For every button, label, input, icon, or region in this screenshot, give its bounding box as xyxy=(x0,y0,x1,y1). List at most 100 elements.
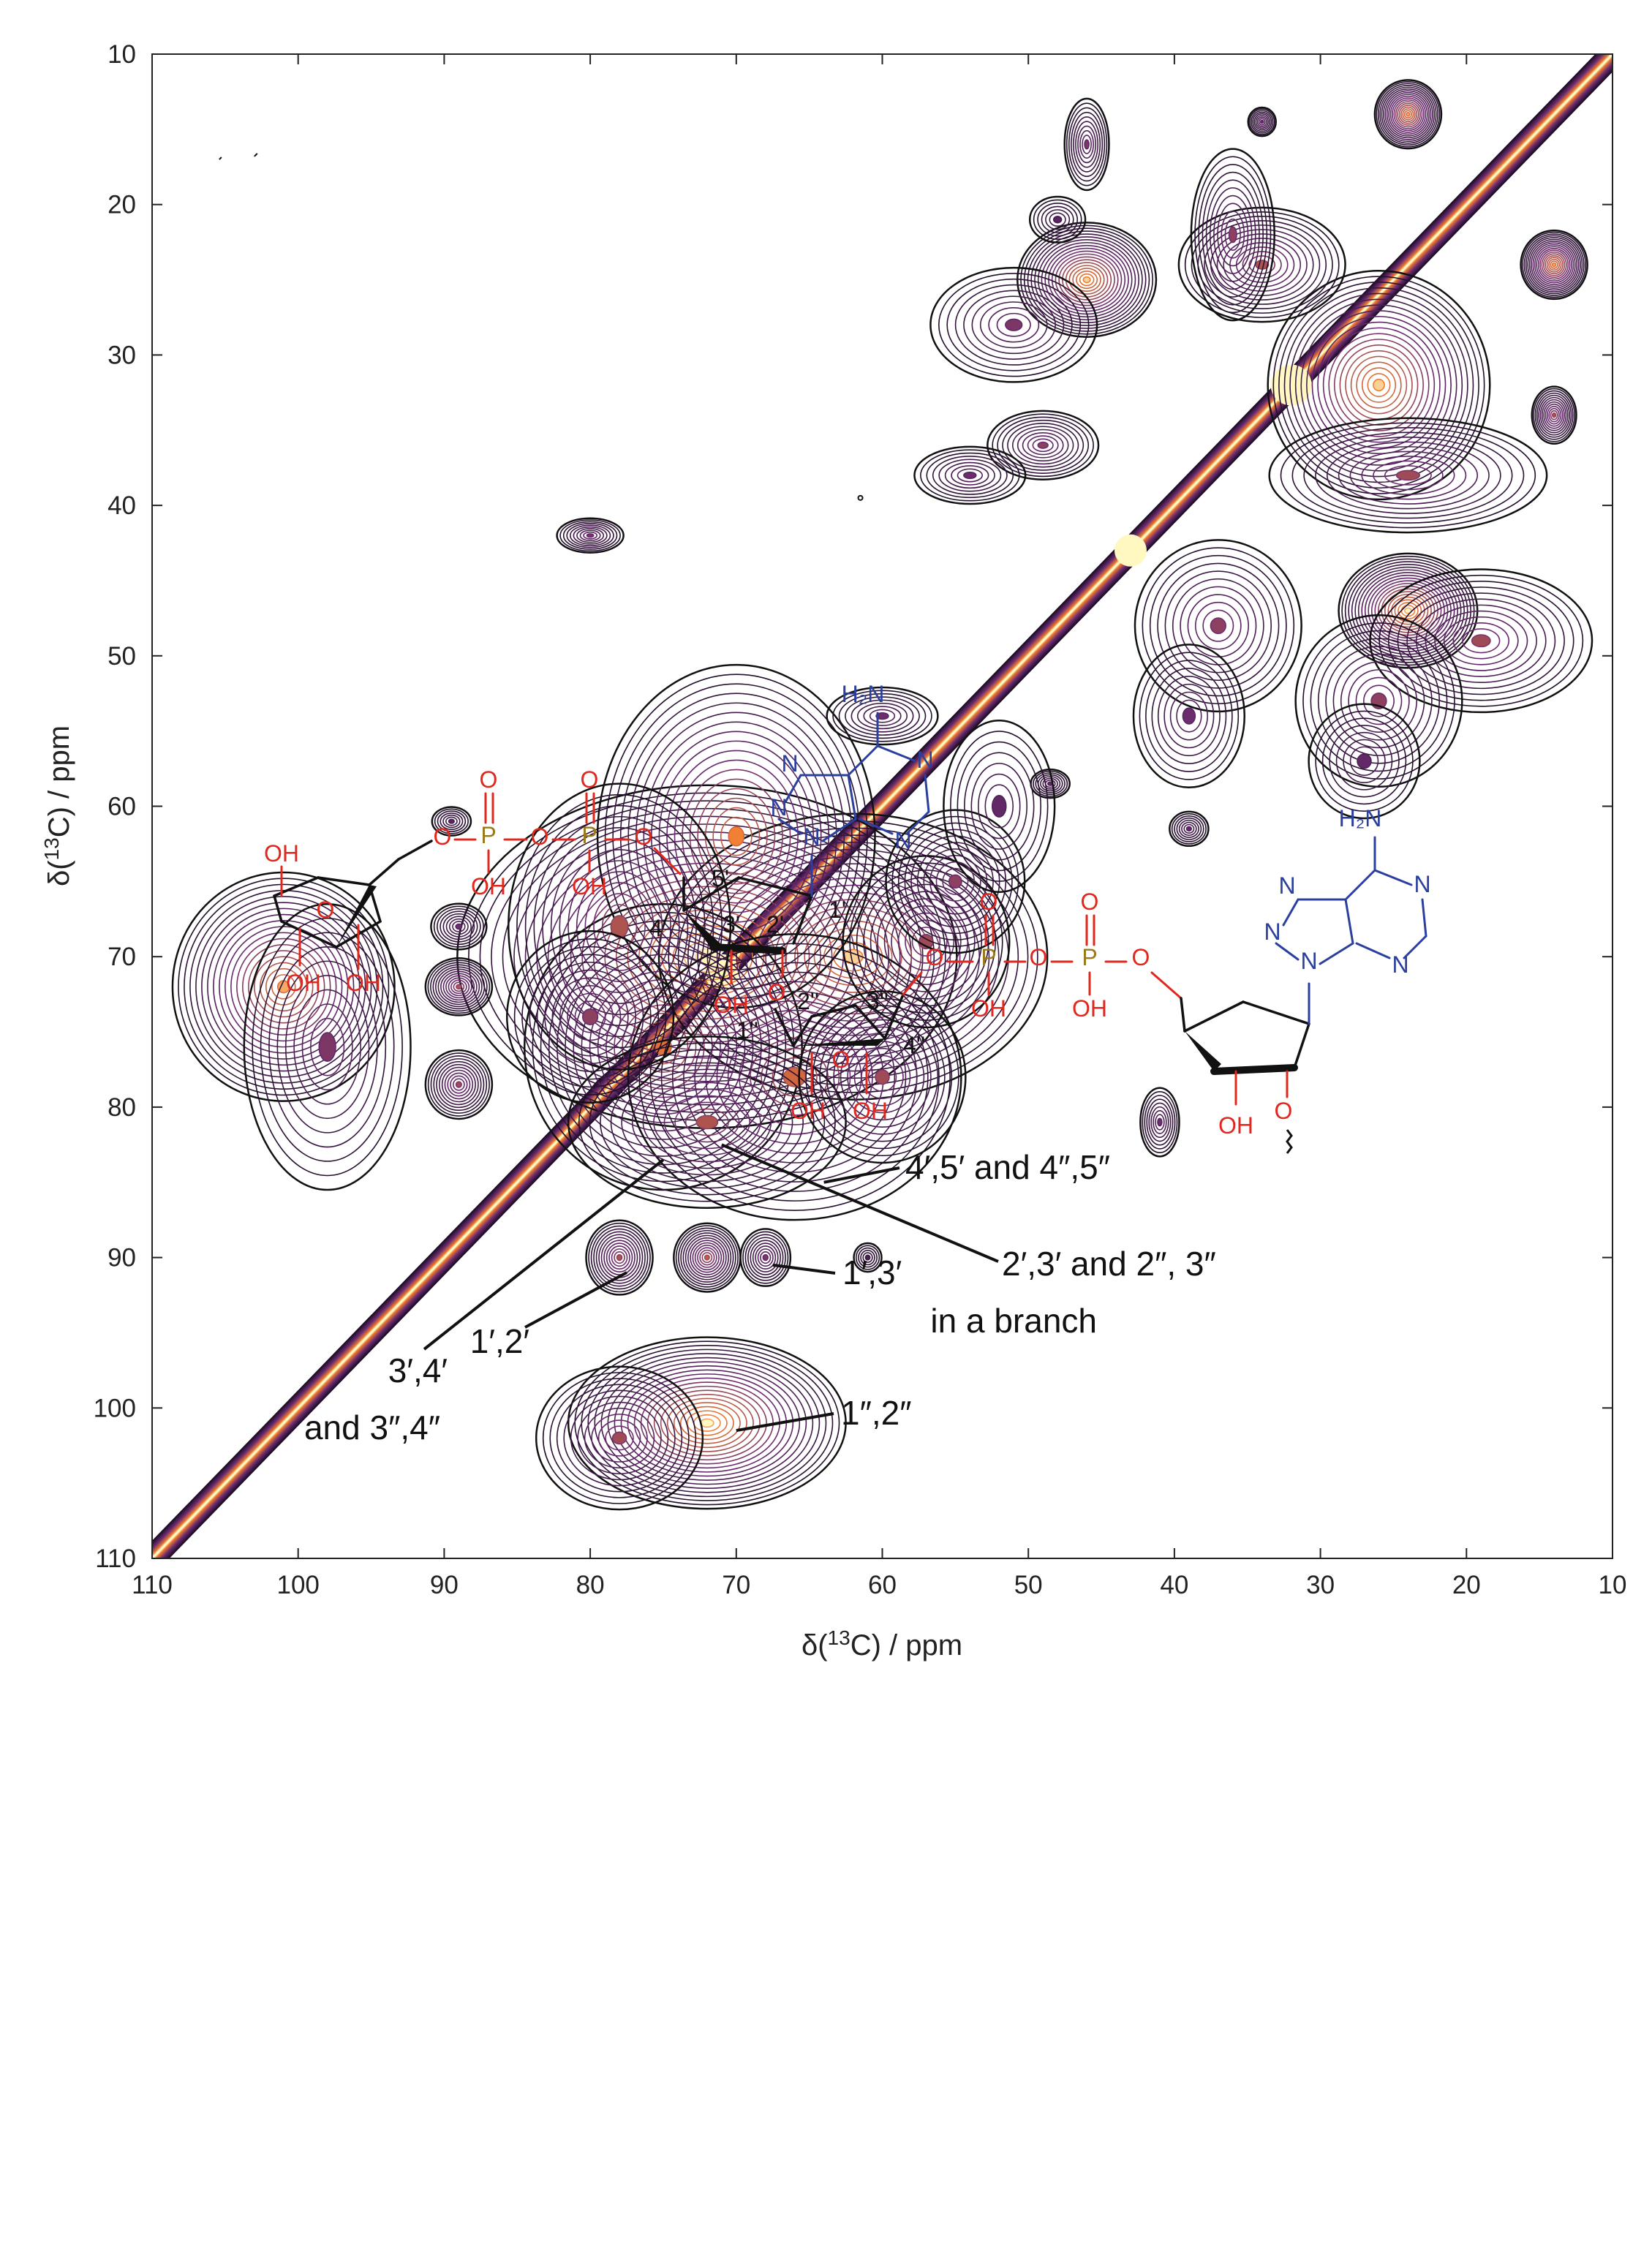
contour-level xyxy=(430,902,488,951)
contour-level xyxy=(1335,731,1393,791)
contour-level xyxy=(516,793,723,1060)
contour-level xyxy=(1082,276,1091,284)
cross-peak xyxy=(1294,614,1463,788)
contour-level xyxy=(574,1000,606,1033)
cross-peak xyxy=(885,809,1026,954)
contour-level xyxy=(1134,539,1302,713)
contour-level xyxy=(587,1349,827,1498)
contour-level xyxy=(838,693,927,739)
contour-level xyxy=(946,278,1082,371)
contour-level xyxy=(739,1228,792,1287)
contour-level xyxy=(452,921,466,932)
contour-level xyxy=(1258,118,1266,126)
contour-level xyxy=(1531,241,1578,289)
contour-level xyxy=(556,1384,683,1493)
contour-level xyxy=(1533,388,1575,442)
nitrogen-atom: N xyxy=(894,827,911,853)
bridge-oxygen: O xyxy=(635,823,653,850)
hydroxyl-group: OH xyxy=(791,1098,826,1124)
contour-level xyxy=(1037,441,1049,449)
annotation-leader-line xyxy=(721,1143,999,1263)
contour-level xyxy=(1306,310,1452,460)
contour-level xyxy=(1523,233,1585,296)
wedge-bond xyxy=(336,885,377,947)
contour-level xyxy=(213,913,355,1060)
x-tick-label: 70 xyxy=(722,1571,750,1599)
contour-level xyxy=(950,731,1049,882)
annotation-label: 1″,2″ xyxy=(841,1394,912,1432)
contour-level xyxy=(679,1406,734,1441)
contour-level xyxy=(433,1058,485,1112)
cross-peak xyxy=(1308,703,1421,820)
contour-level xyxy=(1256,116,1267,127)
contour-level xyxy=(440,910,478,943)
contour-level xyxy=(911,927,941,957)
contour-level xyxy=(858,1247,878,1268)
amine-group: H₂N xyxy=(1339,805,1382,831)
contour-level xyxy=(875,1069,890,1085)
contour-level xyxy=(957,468,983,483)
contour-level xyxy=(697,1247,717,1268)
contour-level xyxy=(929,855,981,908)
bond xyxy=(397,840,433,861)
cross-peak xyxy=(1139,1087,1180,1158)
contour-level xyxy=(432,964,486,1010)
contour-level xyxy=(424,1049,494,1120)
contour-level xyxy=(259,962,308,1012)
contour-level xyxy=(923,848,988,915)
contour-level xyxy=(682,1232,732,1283)
contour-level xyxy=(1198,164,1268,306)
contour-spectrum xyxy=(152,54,1613,1558)
contour-level xyxy=(963,290,1065,360)
cross-peak xyxy=(535,1365,704,1511)
bond xyxy=(1421,898,1427,938)
bond xyxy=(1282,898,1300,927)
contour-level xyxy=(1452,622,1510,660)
y-tick-label: 30 xyxy=(108,341,136,369)
contour-level xyxy=(1402,108,1414,121)
bond xyxy=(1355,942,1391,959)
cross-peak xyxy=(929,266,1098,383)
contour-level xyxy=(1369,568,1593,714)
contour-level xyxy=(579,529,601,542)
contour-level xyxy=(867,1062,897,1093)
contour-level xyxy=(819,1012,946,1142)
contour-level xyxy=(252,917,403,1177)
contour-level xyxy=(1356,361,1402,409)
contour-level xyxy=(761,1047,829,1106)
contour-level xyxy=(996,312,1031,337)
contour-level xyxy=(1183,823,1195,834)
contour-level xyxy=(694,1245,720,1271)
contour-level xyxy=(1289,293,1468,478)
contour-level xyxy=(635,712,837,961)
contour-level xyxy=(437,968,480,1006)
contour-level xyxy=(963,471,977,480)
contour-level xyxy=(1377,83,1438,146)
contour-level xyxy=(1259,119,1264,124)
contour-level xyxy=(455,923,463,930)
contour-level xyxy=(1361,456,1455,495)
bond xyxy=(1242,1000,1310,1025)
contour-level xyxy=(491,807,924,1106)
contour-level xyxy=(747,1237,784,1278)
contour-level xyxy=(1333,339,1424,431)
contour-level xyxy=(439,1063,479,1106)
contour-level xyxy=(574,1340,840,1506)
y-tick-label: 40 xyxy=(108,491,136,520)
diagonal-hotspot xyxy=(1114,534,1147,567)
bond xyxy=(1373,869,1413,886)
contour-level xyxy=(1398,602,1419,620)
contour-level xyxy=(1539,249,1569,280)
contour-level xyxy=(1317,638,1441,764)
contour-level xyxy=(447,1072,471,1097)
contour-level xyxy=(762,1253,769,1261)
contour-level xyxy=(1169,810,1210,848)
oxygen-atom: O xyxy=(980,889,998,915)
wavy-bond xyxy=(1286,1129,1293,1154)
contour-level xyxy=(1142,1090,1178,1153)
contour-level xyxy=(434,808,469,834)
contour-level xyxy=(1550,410,1558,420)
contour-level xyxy=(1251,110,1274,134)
contour-level xyxy=(938,273,1090,377)
contour-level xyxy=(614,1365,801,1481)
